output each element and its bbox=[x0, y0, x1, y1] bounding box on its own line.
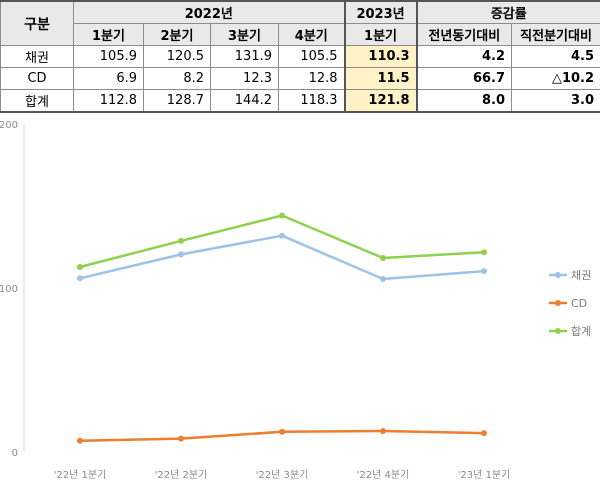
legend-marker bbox=[555, 300, 561, 306]
series-line bbox=[78, 234, 486, 281]
data-point bbox=[279, 428, 285, 435]
y-axis: 0 100 200 bbox=[0, 120, 25, 459]
table-cell-qoq: 3.0 bbox=[511, 89, 600, 113]
table-cell-2023: 11.5 bbox=[343, 67, 418, 90]
header-corner: 구분 bbox=[0, 0, 74, 46]
table-cell-2023: 121.8 bbox=[343, 89, 418, 113]
data-point bbox=[279, 232, 285, 239]
table-cell-qoq: 4.5 bbox=[511, 45, 600, 68]
table-row: CD 6.9 8.2 12.3 12.8 11.5 66.7 △10.2 bbox=[0, 67, 600, 90]
table-cell: 105.9 bbox=[73, 45, 144, 68]
table-cell: 12.3 bbox=[210, 67, 279, 90]
table-cell-qoq: △10.2 bbox=[511, 67, 600, 90]
table-cell-yoy: 8.0 bbox=[416, 89, 513, 113]
series-line bbox=[78, 214, 486, 269]
table-cell: 112.8 bbox=[73, 89, 144, 113]
y-tick-label: 100 bbox=[0, 284, 18, 295]
subheader-qoq: 직전분기대비 bbox=[511, 23, 600, 46]
data-point bbox=[481, 430, 487, 437]
subheader-q2-2022: 2분기 bbox=[143, 23, 211, 46]
table-cell: 12.8 bbox=[277, 67, 346, 90]
table-cell: 128.7 bbox=[143, 89, 211, 113]
subheader-q1-2023: 1분기 bbox=[343, 23, 418, 46]
data-point bbox=[279, 212, 285, 219]
x-tick-label: '22년 3분기 bbox=[256, 469, 309, 481]
x-tick-label: '23년 1분기 bbox=[458, 469, 511, 481]
x-tick-label: '22년 4분기 bbox=[357, 469, 410, 481]
table-cell: 131.9 bbox=[210, 45, 279, 68]
data-point bbox=[380, 255, 386, 261]
table-cell: 8.2 bbox=[143, 67, 211, 90]
header-group-2023: 2023년 bbox=[343, 0, 418, 24]
table-cell: 120.5 bbox=[143, 45, 211, 68]
subheader-q3-2022: 3분기 bbox=[210, 23, 279, 46]
data-point bbox=[380, 428, 386, 434]
stats-table: 구분 2022년 2023년 증감률 1분기 2분기 3분기 4분기 1분기 전… bbox=[0, 0, 600, 113]
subheader-q4-2022: 4분기 bbox=[277, 23, 346, 46]
data-point bbox=[380, 276, 386, 282]
table-cell-2023: 110.3 bbox=[343, 45, 418, 68]
legend-label: 합계 bbox=[571, 325, 591, 338]
table-cell-yoy: 4.2 bbox=[416, 45, 513, 68]
table-cell: 118.3 bbox=[277, 89, 346, 113]
data-point bbox=[481, 249, 487, 256]
subheader-yoy: 전년동기대비 bbox=[416, 23, 513, 46]
table-row: 합계 112.8 128.7 144.2 118.3 121.8 8.0 3.0 bbox=[0, 89, 600, 113]
x-axis: '22년 1분기 '22년 2분기 '22년 3분기 '22년 4분기 '23년 1분기 bbox=[54, 469, 511, 481]
legend: 채권 CD 합계 bbox=[549, 269, 591, 338]
row-label: 채권 bbox=[0, 45, 74, 68]
data-point bbox=[77, 437, 83, 444]
legend-label: CD bbox=[571, 297, 587, 310]
table-row: 채권 105.9 120.5 131.9 105.5 110.3 4.2 4.5 bbox=[0, 45, 600, 68]
table-cell: 144.2 bbox=[210, 89, 279, 113]
x-tick-label: '22년 1분기 bbox=[54, 469, 107, 481]
series-layer bbox=[77, 212, 487, 444]
table-cell: 6.9 bbox=[73, 67, 144, 90]
header-row-2: 1분기 2분기 3분기 4분기 1분기 전년동기대비 직전분기대비 bbox=[1, 23, 600, 46]
table-cell: 105.5 bbox=[277, 45, 346, 68]
data-point bbox=[77, 264, 83, 270]
line-chart: 0 100 200 '22년 1분기 '22년 2분기 '22년 3분기 '22년 4분기… bbox=[0, 120, 591, 481]
header-group-2022: 2022년 bbox=[72, 0, 346, 24]
y-tick-label: 200 bbox=[0, 120, 18, 131]
header-row-1: 구분 2022년 2023년 증감률 bbox=[0, 0, 600, 46]
legend-label: 채권 bbox=[571, 269, 591, 282]
y-tick-label: 0 bbox=[12, 448, 18, 459]
table-cell-yoy: 66.7 bbox=[416, 67, 513, 90]
row-label: CD bbox=[0, 67, 74, 90]
data-point bbox=[178, 237, 184, 244]
data-point bbox=[77, 275, 83, 282]
legend-marker bbox=[555, 272, 561, 278]
data-point bbox=[481, 268, 487, 275]
data-point bbox=[178, 251, 184, 258]
data-point bbox=[178, 435, 184, 442]
subheader-q1-2022: 1분기 bbox=[73, 23, 144, 46]
x-tick-label: '22년 2분기 bbox=[155, 469, 208, 481]
header-group-change: 증감률 bbox=[416, 0, 600, 24]
row-label: 합계 bbox=[0, 89, 74, 113]
legend-marker bbox=[555, 328, 561, 334]
